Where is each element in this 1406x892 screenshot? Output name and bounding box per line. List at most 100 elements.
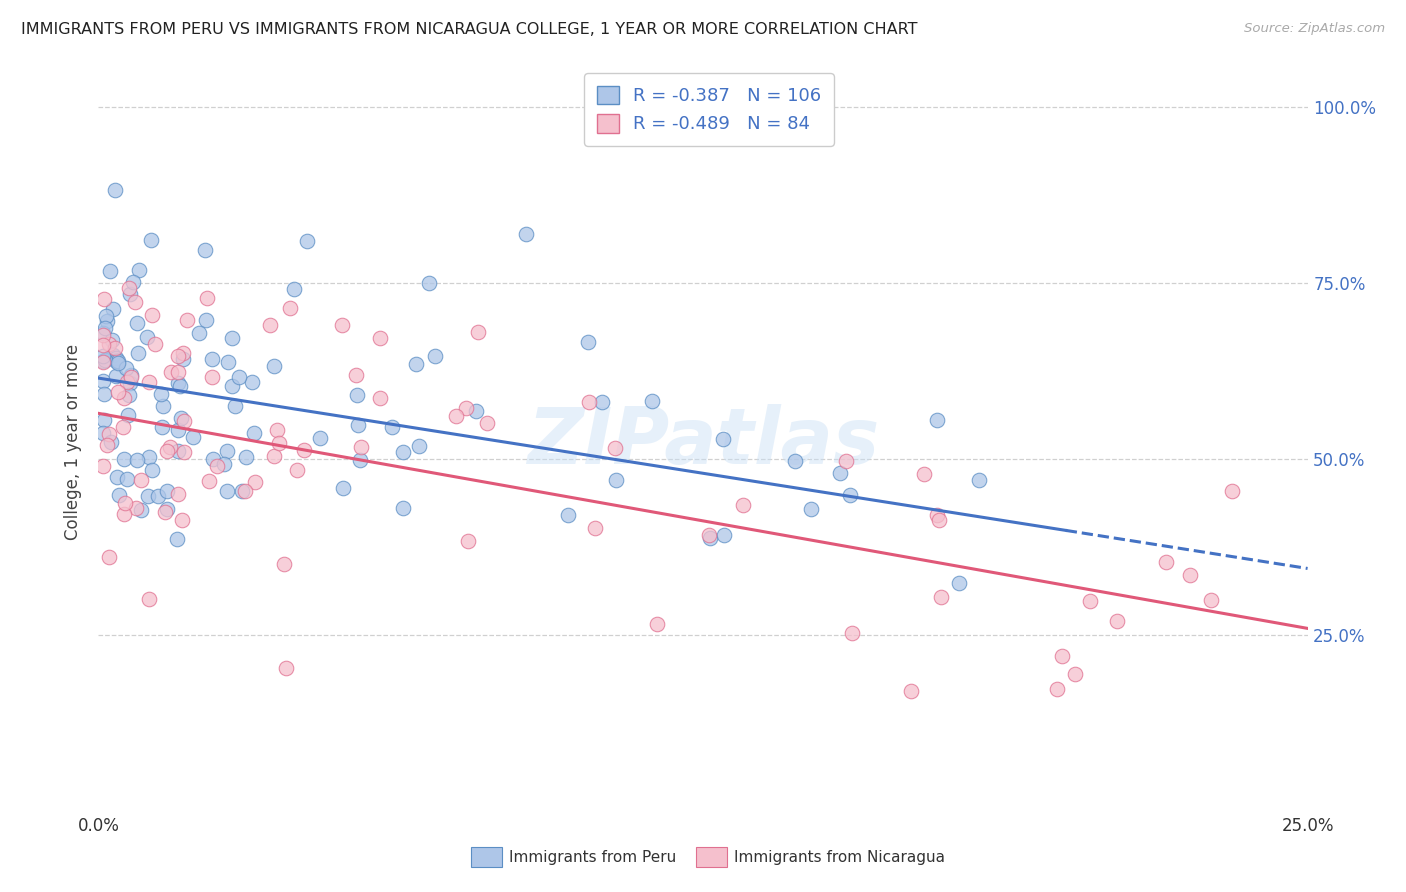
Point <box>94 321 117 335</box>
Point <box>1201 593 1223 607</box>
Point <box>202 451 225 466</box>
Point <box>105 368 128 383</box>
Point <box>115 471 138 485</box>
Text: ZIPatlas: ZIPatlas <box>527 403 879 480</box>
Point <box>641 394 664 409</box>
Point <box>93 387 115 401</box>
Point <box>467 325 489 339</box>
Point <box>98 264 121 278</box>
Point <box>214 458 236 472</box>
Point <box>699 531 721 545</box>
Point <box>103 348 125 362</box>
Point <box>91 354 114 368</box>
Text: Immigrants from Nicaragua: Immigrants from Nicaragua <box>734 850 945 864</box>
Point <box>515 227 537 242</box>
Point <box>830 467 852 481</box>
Point <box>167 350 190 364</box>
Point <box>235 450 257 464</box>
Point <box>125 452 148 467</box>
Point <box>368 331 391 345</box>
Point <box>583 521 606 535</box>
Point <box>444 409 467 424</box>
Point <box>233 483 256 498</box>
Point <box>96 310 118 324</box>
Point <box>713 528 735 542</box>
Point <box>98 337 121 351</box>
Point <box>967 473 990 487</box>
Point <box>263 449 285 463</box>
Point <box>104 351 127 365</box>
Point <box>108 488 131 502</box>
Point <box>98 427 121 442</box>
Point <box>136 489 159 503</box>
Legend: R = -0.387   N = 106, R = -0.489   N = 84: R = -0.387 N = 106, R = -0.489 N = 84 <box>585 73 834 146</box>
Point <box>141 462 163 476</box>
Point <box>266 423 288 437</box>
Point <box>155 484 177 499</box>
Point <box>112 507 135 521</box>
Point <box>221 378 243 392</box>
Point <box>173 414 195 428</box>
Point <box>900 684 922 698</box>
Point <box>173 445 195 459</box>
Point <box>150 386 173 401</box>
Point <box>91 337 114 351</box>
Point <box>392 444 415 458</box>
Point <box>105 353 128 368</box>
Point <box>309 431 332 445</box>
Point <box>418 276 440 290</box>
Point <box>115 361 138 376</box>
Point <box>118 376 141 390</box>
Point <box>603 441 626 455</box>
Point <box>346 388 368 402</box>
Point <box>259 318 281 332</box>
Point <box>408 439 430 453</box>
Point <box>156 502 179 516</box>
Point <box>605 473 627 487</box>
Point <box>181 430 204 444</box>
Point <box>578 395 600 409</box>
Point <box>93 413 115 427</box>
Point <box>1046 682 1069 697</box>
Point <box>167 423 190 437</box>
Point <box>115 375 138 389</box>
Point <box>127 346 149 360</box>
Point <box>152 400 174 414</box>
Point <box>1050 648 1073 663</box>
Point <box>297 234 319 248</box>
Point <box>141 233 163 247</box>
Point <box>278 301 301 316</box>
Point <box>283 282 305 296</box>
Point <box>91 374 114 388</box>
Point <box>925 413 948 427</box>
Point <box>197 474 219 488</box>
Point <box>156 443 179 458</box>
Point <box>346 417 368 432</box>
Point <box>285 463 308 477</box>
Point <box>146 489 169 503</box>
Point <box>733 499 755 513</box>
Point <box>368 391 391 405</box>
Point <box>97 550 120 565</box>
Point <box>221 331 243 345</box>
Point <box>120 370 142 384</box>
Point <box>129 473 152 487</box>
Point <box>263 359 285 373</box>
Point <box>104 341 127 355</box>
Point <box>118 281 141 295</box>
Point <box>201 352 224 367</box>
Point <box>800 502 823 516</box>
Point <box>576 335 599 350</box>
Point <box>169 379 191 393</box>
Point <box>423 349 446 363</box>
Point <box>381 420 404 434</box>
Point <box>925 508 948 523</box>
Text: Immigrants from Peru: Immigrants from Peru <box>509 850 676 864</box>
Point <box>107 354 129 368</box>
Point <box>785 454 807 468</box>
Point <box>155 505 177 519</box>
Point <box>838 488 860 502</box>
Point <box>1222 483 1244 498</box>
Point <box>454 401 477 415</box>
Point <box>91 328 114 343</box>
